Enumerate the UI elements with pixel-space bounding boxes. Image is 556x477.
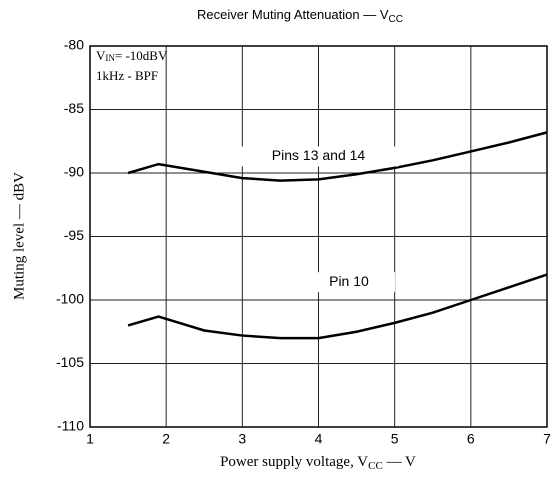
chart-title: Receiver Muting Attenuation — VCC [197, 7, 403, 24]
line [127, 273, 548, 340]
y-tick-label: -100 [56, 291, 84, 307]
y-tick-label: -110 [57, 418, 84, 434]
series-label: Pins 13 and 14 [272, 147, 366, 163]
x-tick-label: 3 [238, 431, 246, 447]
y-tick-label: -95 [64, 227, 84, 243]
annotation: VIN= -10dBV [96, 48, 168, 63]
annotation-tail: = -10dBV [115, 48, 168, 63]
label-bg [238, 146, 399, 167]
label-bg [302, 272, 395, 293]
series-label: Pin 10 [329, 273, 369, 289]
y-tick-label: -80 [64, 37, 84, 53]
title-text: Receiver Muting Attenuation — V [197, 7, 389, 22]
x-tick-label: 1 [86, 431, 94, 447]
x-tick-label: 6 [467, 431, 475, 447]
annotation-sub: IN [105, 53, 115, 63]
y-tick-label: -105 [56, 354, 84, 370]
title-sub: CC [389, 14, 403, 25]
x-tick-label: 5 [391, 431, 399, 447]
y-tick-label: -90 [64, 164, 84, 180]
x-axis-label: Power supply voltage, VCC — V [220, 454, 416, 471]
x-label-text: Power supply voltage, V [220, 454, 368, 470]
x-tick-label: 4 [315, 431, 323, 447]
annotation-text: V [96, 48, 106, 63]
annotation: 1kHz - BPF [96, 68, 158, 83]
x-tick-label: 7 [543, 431, 551, 447]
x-label-tail: — V [383, 454, 416, 470]
y-axis-label: Muting level — dBV [11, 172, 27, 300]
y-tick-label: -85 [64, 100, 84, 116]
x-label-sub: CC [368, 460, 383, 472]
x-tick-label: 2 [162, 431, 170, 447]
plot-frame [89, 45, 548, 428]
line [127, 131, 548, 182]
